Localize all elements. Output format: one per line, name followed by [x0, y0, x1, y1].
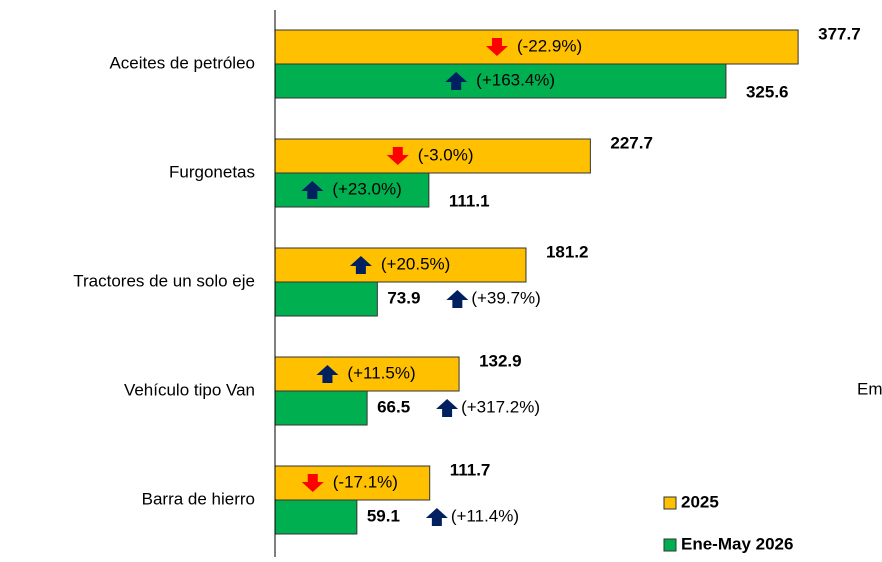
arrow-up	[301, 181, 324, 199]
change-label: (-3.0%)	[418, 145, 474, 164]
arrow-up	[316, 365, 339, 383]
change-label: (+11.5%)	[347, 363, 415, 382]
arrow-down	[386, 147, 409, 165]
bar	[274, 499, 358, 535]
legend-swatch	[663, 496, 677, 510]
change-label: (+23.0%)	[332, 179, 401, 198]
arrow-down	[301, 474, 324, 492]
change-label: (+11.4%)	[451, 506, 519, 525]
bar	[274, 356, 460, 392]
change-label: (-22.9%)	[517, 36, 582, 55]
category-label: Tractores de un solo eje	[73, 271, 255, 290]
legend-label: 2025	[681, 492, 719, 511]
bar	[274, 390, 368, 426]
value-label: 325.6	[746, 82, 789, 101]
value-label: 59.1	[367, 506, 400, 525]
value-label: 73.9	[387, 288, 420, 307]
value-label: 132.9	[479, 351, 522, 370]
side-text: Em	[857, 379, 882, 398]
arrow-up	[349, 256, 372, 274]
arrow-up	[446, 290, 469, 308]
bar	[274, 29, 799, 65]
category-label: Aceites de petróleo	[109, 53, 255, 72]
category-label: Vehículo tipo Van	[124, 380, 255, 399]
value-label: 227.7	[610, 133, 653, 152]
value-label: 111.7	[450, 460, 491, 479]
category-label: Furgonetas	[169, 162, 255, 181]
value-label: 66.5	[377, 397, 410, 416]
bar	[274, 281, 378, 317]
arrow-down	[485, 38, 508, 56]
arrow-up	[436, 399, 459, 417]
bar	[274, 172, 430, 208]
value-label: 181.2	[546, 242, 589, 261]
category-label: Barra de hierro	[142, 489, 255, 508]
change-label: (-17.1%)	[333, 472, 398, 491]
value-label: 111.1	[449, 191, 490, 210]
arrow-up	[425, 508, 448, 526]
change-label: (+163.4%)	[476, 70, 555, 89]
legend-label: Ene-May 2026	[681, 534, 793, 553]
arrow-up	[445, 72, 468, 90]
bar	[274, 63, 727, 99]
legend-swatch	[663, 538, 677, 552]
change-label: (+20.5%)	[381, 254, 450, 273]
change-label: (+39.7%)	[471, 288, 540, 307]
change-label: (+317.2%)	[461, 397, 540, 416]
bar	[274, 465, 431, 501]
value-label: 377.7	[818, 24, 861, 43]
